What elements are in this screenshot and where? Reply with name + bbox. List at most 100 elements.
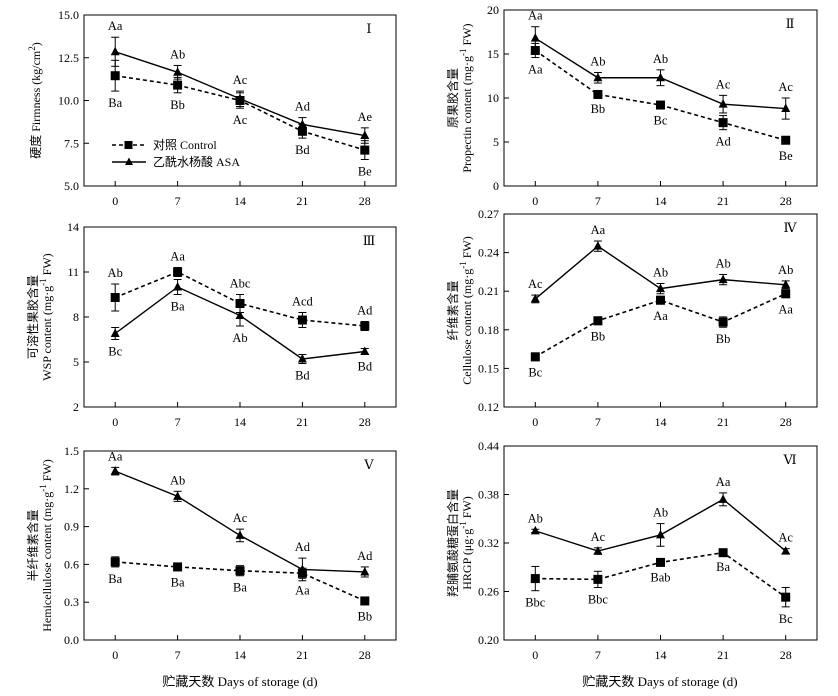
x-tick-label: 7 [175,194,181,208]
x-tick-label: 7 [595,194,601,208]
panel-1: 5.0 7.5 10.0 12.5 15.0 0 7 14 21 28 Ⅰ 硬度 Firmness (… [27,8,397,208]
significance-label: Bc [654,114,668,128]
significance-label: Ac [233,511,248,525]
y-axis-label-tail: FW) [460,23,474,48]
y-tick-label: 0.3 [64,595,79,609]
y-axis-label-main: Propectin content (mg·g [460,56,474,173]
data-point-control [656,100,665,110]
x-tick-label: 14 [655,648,667,662]
y-tick-label: 2 [73,400,79,414]
data-point-asa [656,283,665,293]
data-point-asa [297,564,307,573]
significance-label: Bd [295,369,310,383]
data-point-asa [235,530,245,539]
x-tick-label: 21 [717,648,729,662]
significance-label: Aa [528,9,543,23]
y-axis-label-sup: -1 [458,261,468,269]
x-tick-label: 21 [296,415,308,429]
y-axis-label-cn: 纤维素含量 [445,280,460,340]
y-axis-label-tail: FW) [40,253,54,278]
data-point-control [593,574,603,584]
data-point-asa [173,282,183,291]
y-axis-label-main: 硬度 Firmness (kg/cm [28,50,43,159]
x-tick-label: 21 [296,648,308,662]
legend-marker-control [124,141,133,149]
y-axis-label: Hemicellulose content (mg·g-1 FW) [38,459,54,631]
x-tick-label: 7 [595,415,601,429]
data-point-control [360,321,370,331]
data-point-asa [297,354,307,363]
x-tick-label: 0 [112,415,118,429]
y-tick-label: 0.27 [478,207,499,221]
data-point-control [110,293,120,302]
significance-label: Ab [170,473,185,487]
data-point-asa [781,546,791,555]
plot-frame [83,450,397,641]
data-point-control [718,118,728,128]
series-line-control [115,561,366,602]
x-tick-label: 0 [532,415,538,429]
data-point-control [360,596,370,606]
legend-marker-asa [125,157,133,165]
y-axis-label-sup: -1 [458,521,468,529]
x-tick-label: 21 [717,415,729,429]
significance-label: Bc [108,345,122,359]
data-point-control [297,315,307,325]
data-point-asa [360,566,370,576]
data-point-asa [173,491,183,500]
data-point-control [656,295,665,305]
x-tick-label: 7 [595,648,601,662]
y-tick-label: 0.12 [478,400,499,414]
panel-numeral: Ⅴ [363,457,374,472]
significance-label: Bb [358,610,373,624]
y-axis-label-main: HRGP (μg·g [460,529,474,590]
y-axis-label-cn: 羟脯氨酸糖蛋白含量 [445,489,460,597]
significance-label: Bbc [588,592,609,606]
x-tick-label: 21 [717,194,729,208]
y-tick-label: 0.15 [478,361,499,375]
y-tick-label: 10 [487,91,499,105]
significance-label: Ab [653,52,668,66]
data-point-control [718,317,728,327]
y-tick-label: 0.0 [64,633,79,647]
data-point-asa [718,494,728,503]
significance-label: Aa [653,309,668,323]
x-tick-label: 0 [112,194,118,208]
y-axis-label-main: Hemicellulose content (mg·g [40,492,54,632]
x-tick-label: 28 [780,415,792,429]
significance-label: Aa [716,475,731,489]
data-point-asa [656,72,665,82]
x-tick-label: 0 [112,648,118,662]
x-tick-label: 28 [359,648,371,662]
y-tick-label: 15.0 [58,8,79,22]
data-point-asa [235,93,245,103]
significance-label: Aa [591,223,606,237]
significance-label: Ac [233,113,248,127]
significance-label: Bb [591,330,606,344]
data-point-asa [360,346,370,355]
data-point-asa [530,293,540,303]
significance-label: Abc [230,277,251,291]
data-point-asa [781,103,791,113]
panel-numeral: Ⅳ [784,220,798,235]
data-point-control [656,557,665,567]
y-axis-label-tail: FW) [460,236,474,261]
x-tick-label: 14 [655,194,667,208]
significance-label: Be [358,164,372,178]
significance-label: Aa [108,449,123,463]
data-point-asa [656,529,665,539]
y-tick-label: 0.20 [478,633,499,647]
y-tick-label: 0.32 [478,536,499,550]
y-tick-label: 0.18 [478,323,499,337]
significance-label: Bb [591,102,606,116]
data-point-asa [593,546,603,555]
panel-2: 0 5 10 15 20 0 7 14 21 28 Ⅱ 原果胶含量 Propectin content … [445,3,818,208]
legend-label-asa: 乙酰水杨酸 ASA [153,154,240,169]
y-axis-label: 硬度 Firmness (kg/cm2) [27,42,43,159]
y-axis-label-tail: ) [29,42,43,46]
data-point-control [530,45,540,55]
significance-label: Acd [292,295,314,309]
y-tick-label: 7.5 [64,136,79,150]
y-axis-label: Cellulose content (mg·g-1 FW) [458,236,474,384]
